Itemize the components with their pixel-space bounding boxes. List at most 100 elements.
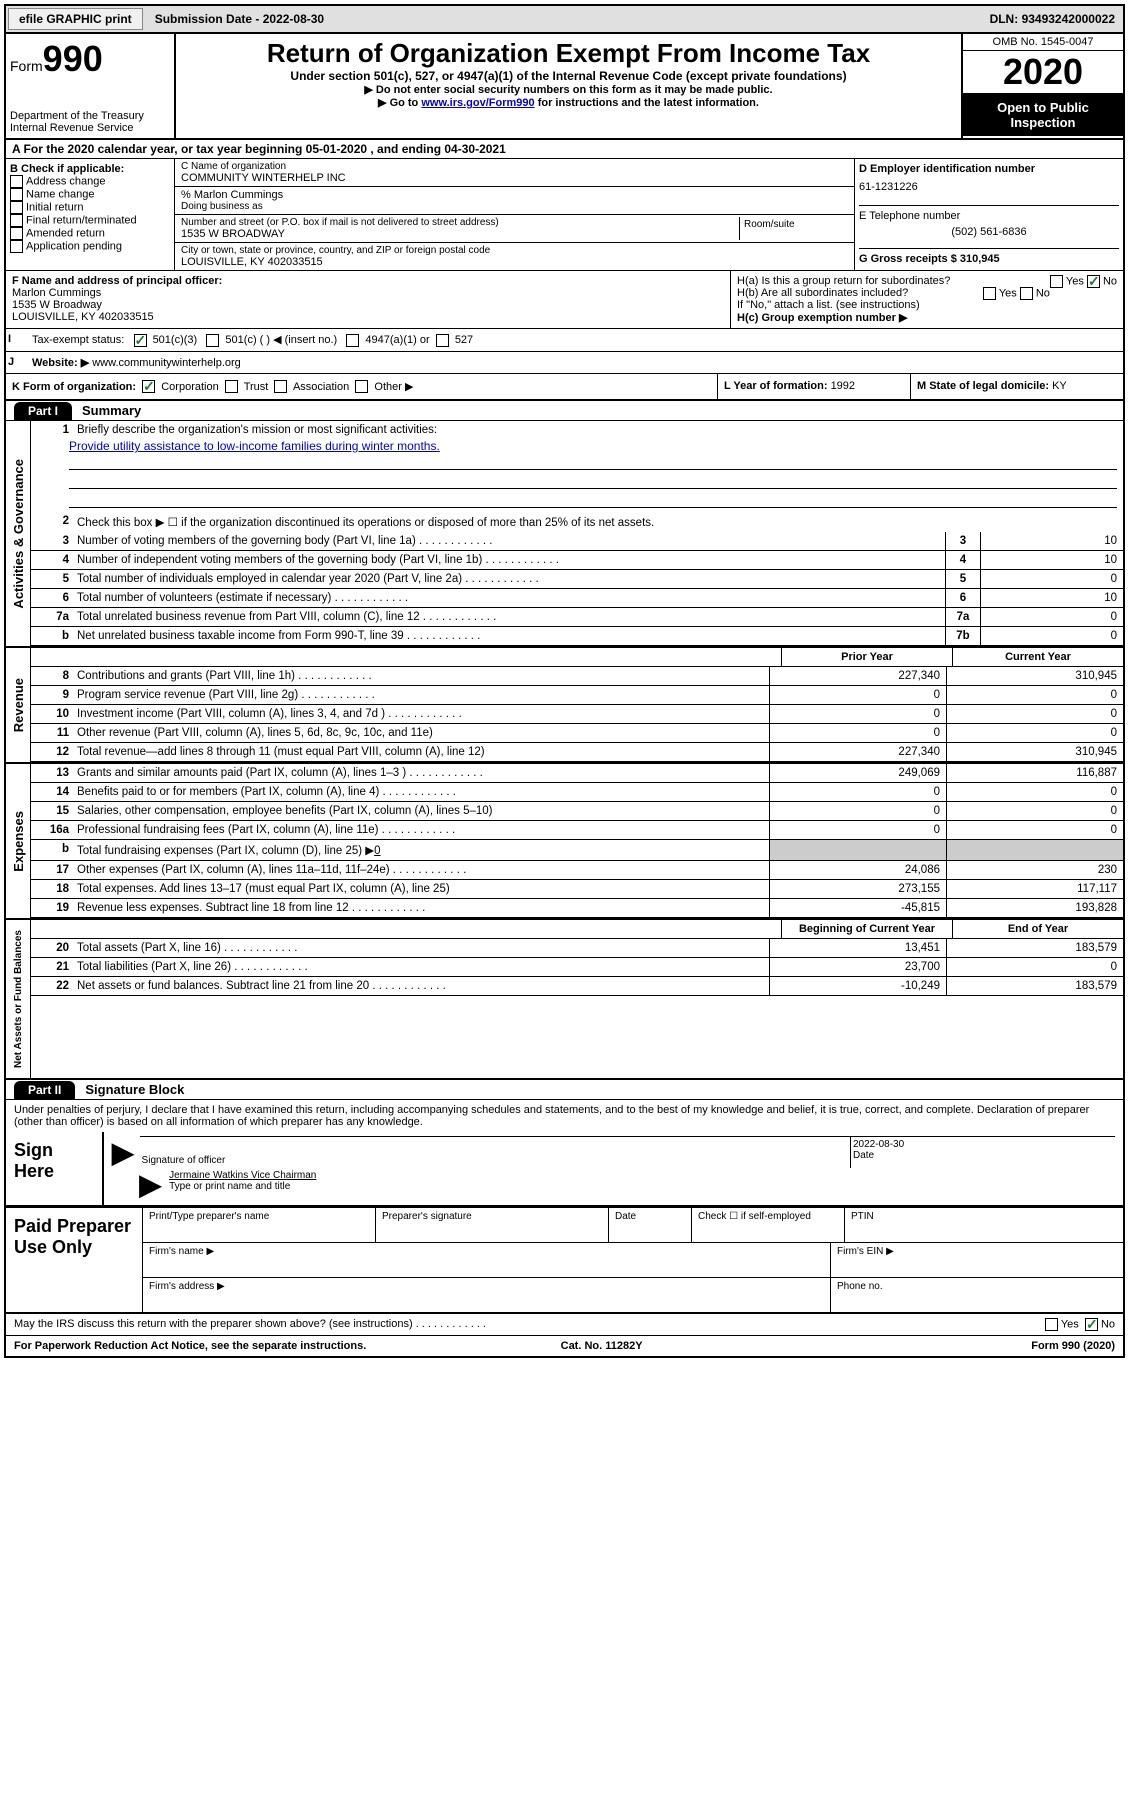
l14-curr: 0	[946, 783, 1123, 801]
l8-prior: 227,340	[769, 667, 946, 685]
opt-trust: Trust	[244, 381, 269, 393]
part1-tab: Part I	[14, 402, 72, 420]
l21-prior: 23,700	[769, 958, 946, 976]
l18-text: Total expenses. Add lines 13–17 (must eq…	[73, 880, 769, 898]
discuss-no[interactable]	[1085, 1318, 1098, 1331]
form990-link[interactable]: www.irs.gov/Form990	[421, 97, 534, 109]
g-val: 310,945	[960, 253, 1000, 265]
street-row: Number and street (or P.O. box if mail i…	[175, 215, 854, 243]
inspect-line1: Open to Public	[965, 100, 1121, 115]
l16a-curr: 0	[946, 821, 1123, 839]
chk-label: Initial return	[26, 201, 83, 213]
prior-year-header: Prior Year	[782, 648, 953, 666]
l21-curr: 0	[946, 958, 1123, 976]
ln-box: 7b	[945, 627, 980, 645]
footer-left: For Paperwork Reduction Act Notice, see …	[14, 1340, 366, 1352]
dept-treasury: Department of the Treasury	[10, 110, 170, 122]
sig-date-cell: 2022-08-30 Date	[850, 1137, 1115, 1168]
chk-address-change[interactable]: Address change	[10, 175, 170, 188]
ln-num: 18	[31, 880, 73, 898]
l21-text: Total liabilities (Part X, line 26)	[73, 958, 769, 976]
chk-4947[interactable]	[346, 334, 359, 347]
efile-print-button[interactable]: efile GRAPHIC print	[8, 8, 143, 30]
l9-prior: 0	[769, 686, 946, 704]
yes-label: Yes	[1066, 275, 1084, 287]
f-officer: F Name and address of principal officer:…	[6, 271, 731, 328]
l16a-text: Professional fundraising fees (Part IX, …	[73, 821, 769, 839]
ha-yes[interactable]	[1050, 275, 1063, 288]
dba-label: Doing business as	[181, 201, 848, 212]
k-label: K Form of organization:	[12, 381, 136, 393]
declaration-text: Under penalties of perjury, I declare th…	[6, 1100, 1123, 1132]
l17-text: Other expenses (Part IX, column (A), lin…	[73, 861, 769, 879]
col-b-title: B Check if applicable:	[10, 163, 170, 175]
l17-prior: 24,086	[769, 861, 946, 879]
chk-other[interactable]	[355, 380, 368, 393]
section-b-through-g: B Check if applicable: Address change Na…	[6, 159, 1123, 271]
chk-trust[interactable]	[225, 380, 238, 393]
chk-501c3[interactable]	[134, 334, 147, 347]
top-toolbar: efile GRAPHIC print Submission Date - 20…	[6, 6, 1123, 34]
ln-num: 11	[31, 724, 73, 742]
chk-amended-return[interactable]: Amended return	[10, 227, 170, 240]
governance-section: Activities & Governance 1 Briefly descri…	[6, 421, 1123, 648]
chk-association[interactable]	[274, 380, 287, 393]
i-label: Tax-exempt status:	[32, 334, 124, 346]
street: 1535 W BROADWAY	[181, 228, 739, 240]
l11-prior: 0	[769, 724, 946, 742]
hb-no[interactable]	[1020, 287, 1033, 300]
form-note2: ▶ Go to www.irs.gov/Form990 for instruct…	[184, 96, 953, 109]
note2-post: for instructions and the latest informat…	[535, 97, 759, 109]
revenue-side: Revenue	[6, 648, 31, 762]
l7a-text: Total unrelated business revenue from Pa…	[73, 608, 945, 626]
c-label: C Name of organization	[181, 161, 848, 172]
chk-corporation[interactable]	[142, 380, 155, 393]
e-label: E Telephone number	[859, 205, 1119, 222]
ln-num: 16a	[31, 821, 73, 839]
m-label: M State of legal domicile:	[917, 380, 1052, 392]
l16a-prior: 0	[769, 821, 946, 839]
sign-arrow-icon: ▶	[140, 1168, 162, 1201]
discuss-yes[interactable]	[1045, 1318, 1058, 1331]
part2-tab: Part II	[14, 1081, 75, 1099]
tax-year: 2020	[963, 51, 1123, 94]
ha-no[interactable]	[1087, 275, 1100, 288]
chk-final-return[interactable]: Final return/terminated	[10, 214, 170, 227]
beginning-year-header: Beginning of Current Year	[782, 920, 953, 938]
firm-phone-label: Phone no.	[831, 1278, 1123, 1312]
col-b-checkboxes: B Check if applicable: Address change Na…	[6, 159, 175, 270]
h-group-return: H(a) Is this a group return for subordin…	[731, 271, 1123, 328]
l8-text: Contributions and grants (Part VIII, lin…	[73, 667, 769, 685]
l1-label: Briefly describe the organization's miss…	[73, 421, 1123, 439]
chk-527[interactable]	[436, 334, 449, 347]
chk-501c[interactable]	[206, 334, 219, 347]
ln-box: 3	[945, 532, 980, 550]
l16b-val: 0	[374, 845, 380, 857]
chk-initial-return[interactable]: Initial return	[10, 201, 170, 214]
net-col-headers: Beginning of Current Year End of Year	[31, 920, 1123, 939]
part2-title: Signature Block	[75, 1080, 194, 1099]
l15-prior: 0	[769, 802, 946, 820]
header-left: Form990 Department of the Treasury Inter…	[6, 34, 176, 138]
firm-ein-label: Firm's EIN ▶	[831, 1243, 1123, 1277]
ln-num: 21	[31, 958, 73, 976]
chk-label: Application pending	[26, 240, 122, 252]
form-num: 990	[43, 38, 103, 79]
care-of-cell: % Marlon Cummings Doing business as	[175, 187, 854, 215]
chk-application-pending[interactable]: Application pending	[10, 240, 170, 253]
ln-num: 8	[31, 667, 73, 685]
l-cell: L Year of formation: 1992	[717, 374, 910, 400]
prep-name-label: Print/Type preparer's name	[143, 1208, 376, 1242]
j-letter: J	[6, 352, 28, 373]
hb-yes[interactable]	[983, 287, 996, 300]
chk-name-change[interactable]: Name change	[10, 188, 170, 201]
l18-prior: 273,155	[769, 880, 946, 898]
opt-4947: 4947(a)(1) or	[365, 334, 429, 346]
signature-of-officer: Signature of officer	[140, 1137, 850, 1168]
f-label: F Name and address of principal officer:	[12, 275, 724, 287]
l18-curr: 117,117	[946, 880, 1123, 898]
chk-label: Final return/terminated	[26, 214, 137, 226]
submission-date: Submission Date - 2022-08-30	[145, 9, 334, 29]
j-label: Website: ▶	[32, 357, 89, 369]
form-title: Return of Organization Exempt From Incom…	[184, 38, 953, 69]
